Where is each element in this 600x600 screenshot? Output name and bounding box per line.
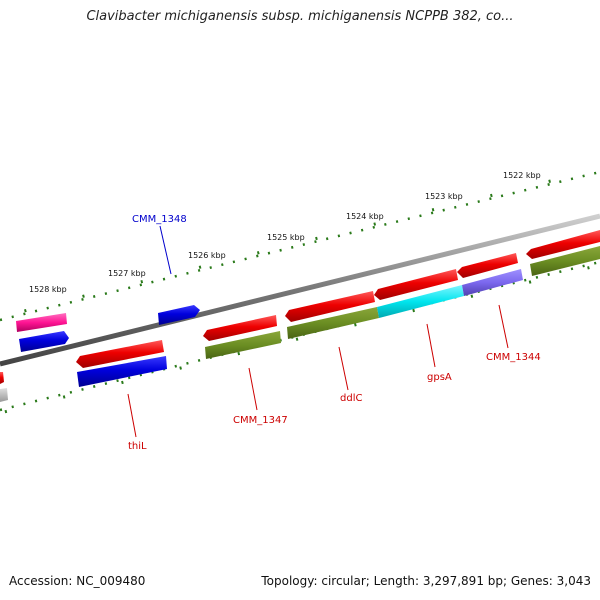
cds-olive-ddlc[interactable]	[287, 307, 379, 339]
outer-tick-track	[0, 167, 600, 322]
kbp-label-1526: 1526 kbp	[188, 251, 226, 260]
cds-pink-1528[interactable]	[16, 313, 67, 332]
kbp-label-1522: 1522 kbp	[503, 171, 541, 180]
gene-label-cmm1348[interactable]: CMM_1348	[132, 214, 187, 225]
cds-red-cmm1347[interactable]	[203, 315, 277, 341]
cds-purple-cmm1344[interactable]	[462, 269, 523, 296]
cds-red-1522[interactable]	[526, 230, 600, 259]
inner-tick-track	[0, 260, 600, 415]
gene-label-ddlc[interactable]: ddlC	[340, 393, 362, 404]
genome-info-text: Topology: circular; Length: 3,297,891 bp…	[261, 574, 591, 588]
leader-gpsa	[426, 323, 436, 368]
cds-blue-1528[interactable]	[19, 331, 69, 352]
leader-cmm1344	[498, 304, 509, 349]
cds-olive-cmm1347[interactable]	[205, 331, 281, 359]
gene-label-cmm1344[interactable]: CMM_1344	[486, 352, 541, 363]
map-title: Clavibacter michiganensis subsp. michiga…	[86, 9, 514, 24]
cds-olive-1522[interactable]	[530, 246, 600, 276]
cds-red-gpsa[interactable]	[374, 269, 458, 300]
leader-thil	[127, 393, 137, 438]
cds-gray-left-edge[interactable]	[0, 388, 8, 402]
gene-label-gpsa[interactable]: gpsA	[427, 372, 452, 383]
genome-backbone	[0, 213, 600, 367]
leader-ddlc	[338, 346, 349, 391]
cds-blue-cmm1348[interactable]	[158, 305, 200, 325]
cds-blue-thil[interactable]	[77, 356, 167, 387]
kbp-label-1528: 1528 kbp	[29, 285, 67, 294]
cds-cyan-gpsa[interactable]	[377, 285, 464, 318]
kbp-label-1524: 1524 kbp	[346, 212, 384, 221]
kbp-label-1523: 1523 kbp	[425, 192, 463, 201]
leader-cmm1348	[159, 225, 172, 275]
kbp-label-1525: 1525 kbp	[267, 233, 305, 242]
cds-red-left-edge[interactable]	[0, 372, 4, 384]
accession-text: Accession: NC_009480	[9, 574, 146, 588]
leader-cmm1347	[248, 367, 258, 411]
gene-label-cmm1347[interactable]: CMM_1347	[233, 415, 288, 426]
gene-label-thil[interactable]: thiL	[128, 441, 147, 452]
cds-red-ddlc[interactable]	[285, 291, 375, 322]
cds-red-cmm1344[interactable]	[457, 253, 518, 278]
kbp-label-1527: 1527 kbp	[108, 269, 146, 278]
cds-red-thil[interactable]	[76, 340, 164, 368]
